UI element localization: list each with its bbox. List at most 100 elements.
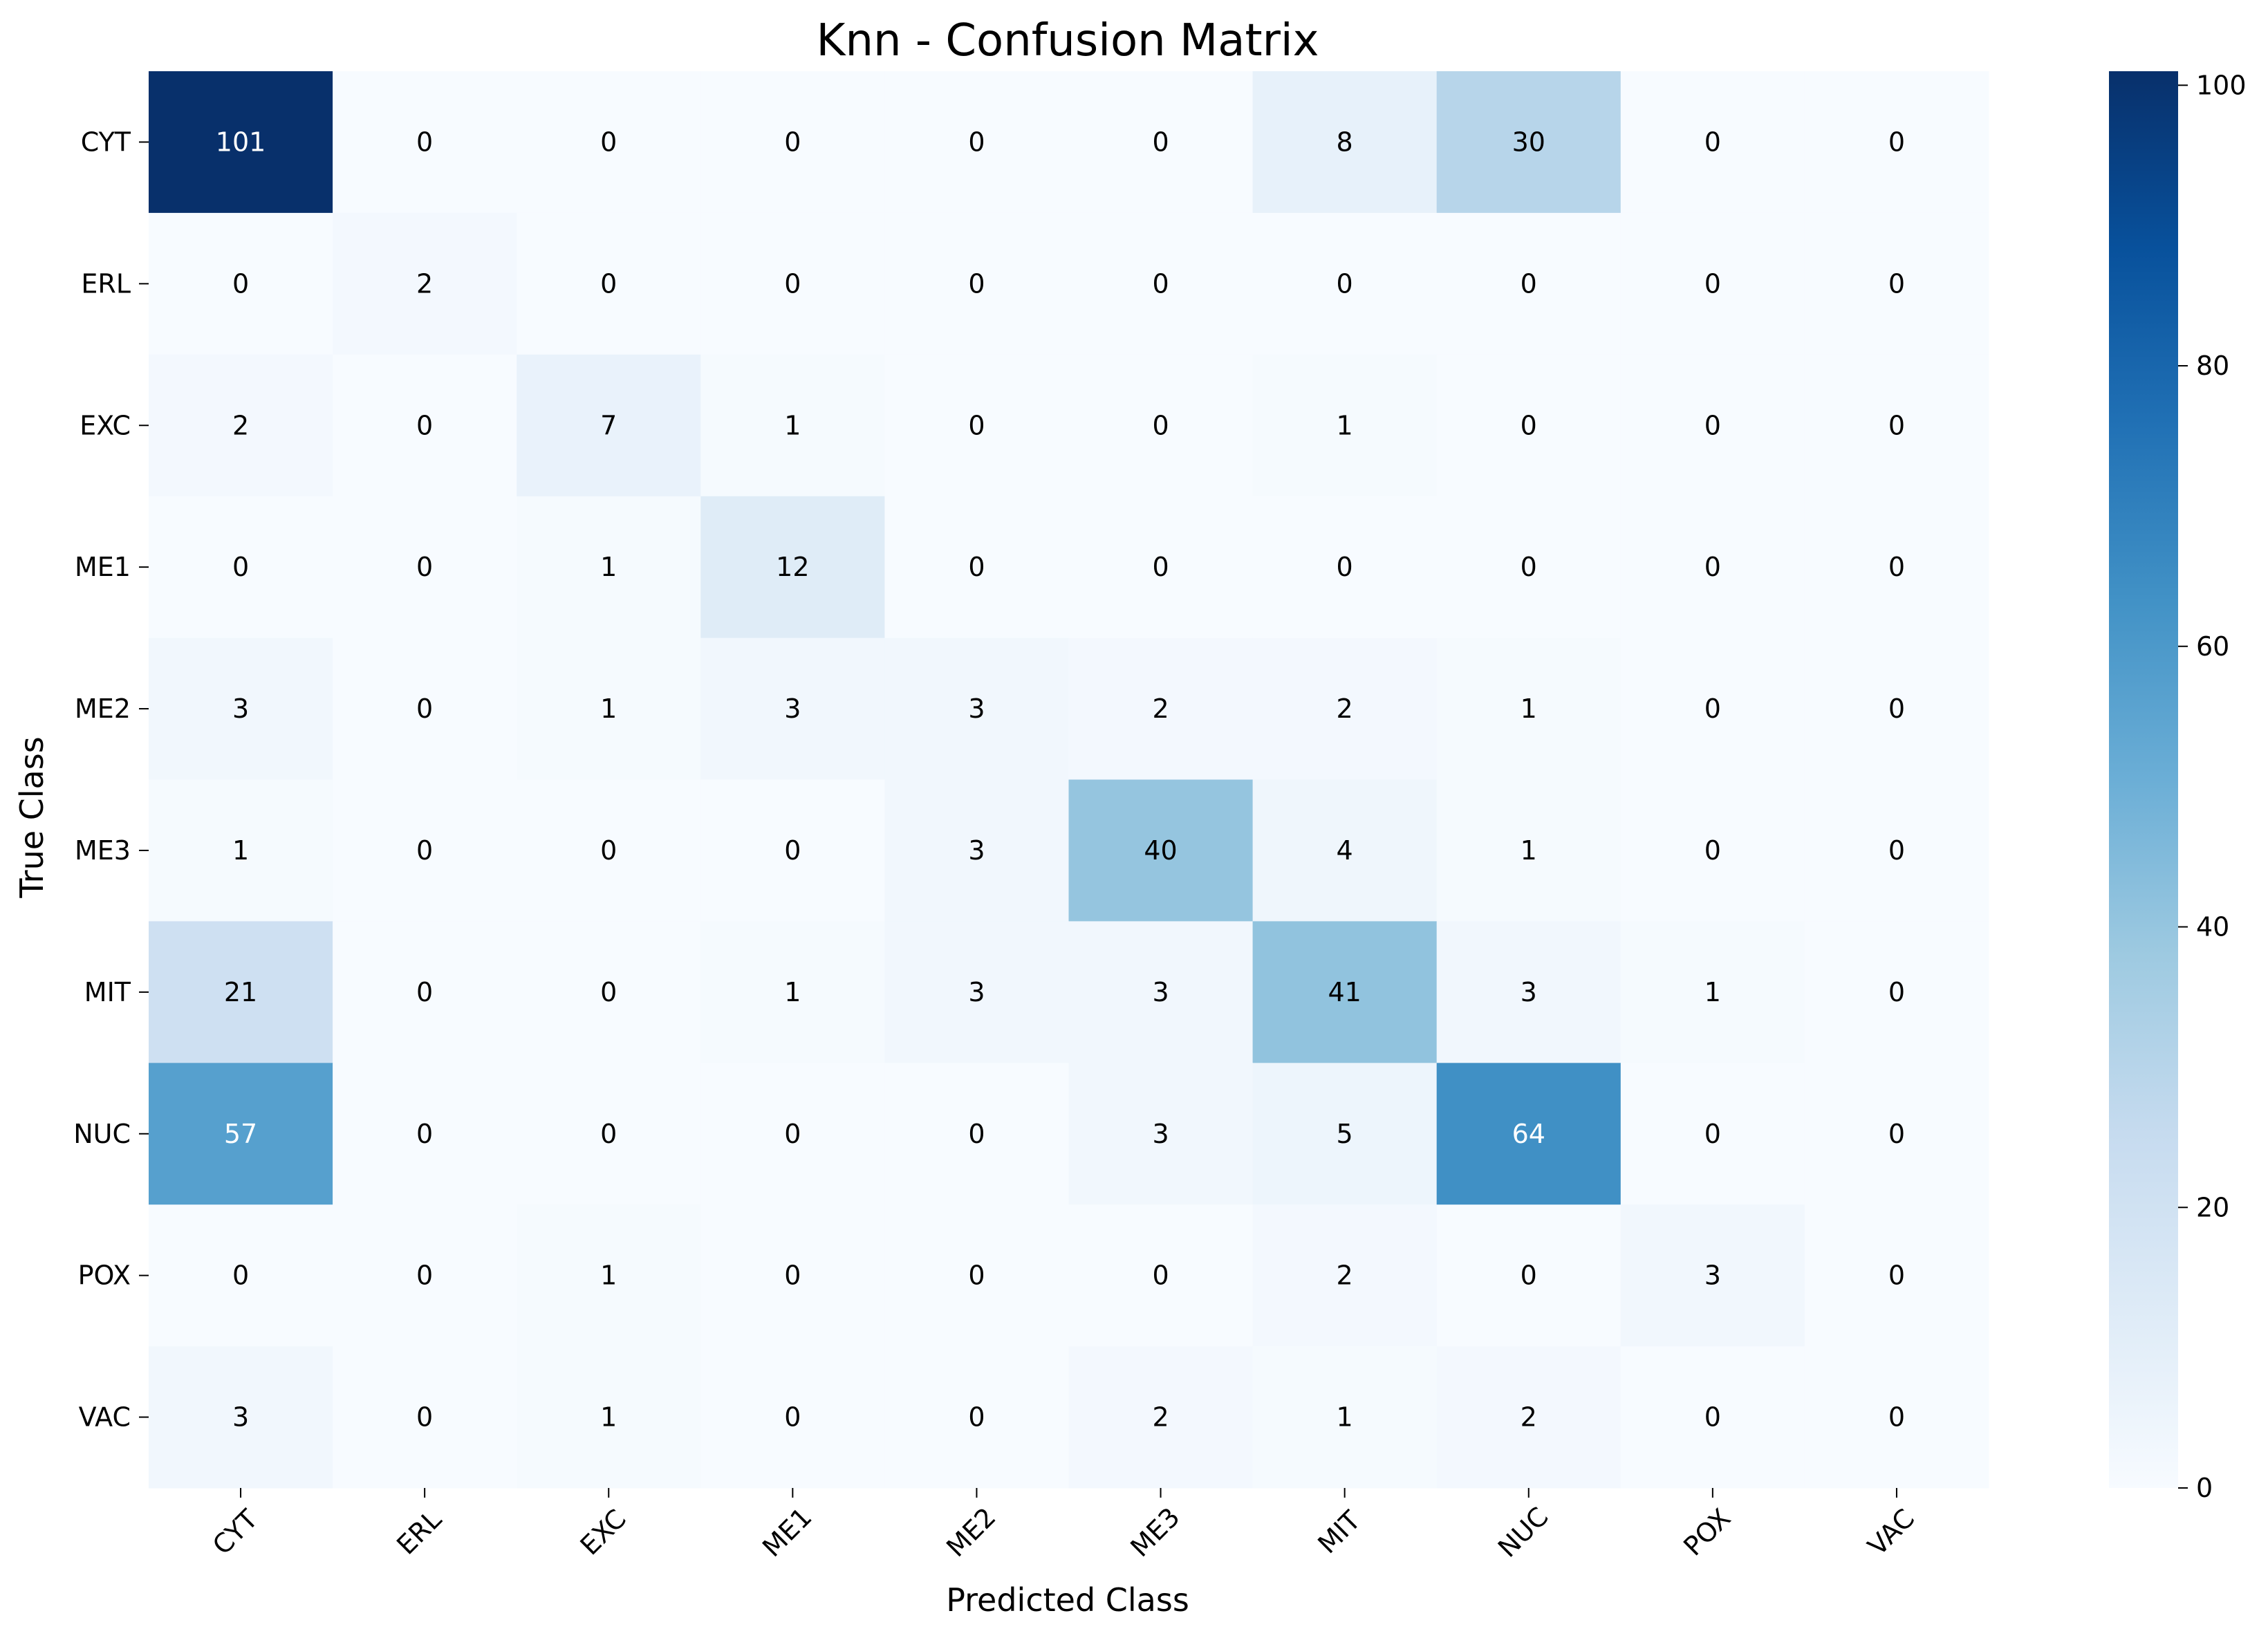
heatmap-cell [517, 71, 701, 214]
heatmap-cell [1068, 71, 1254, 214]
cell-value-label: 0 [968, 552, 985, 582]
cell-value-label: 0 [1888, 1119, 1905, 1149]
heatmap-cell [149, 921, 333, 1063]
cell-value-label: 1 [1704, 977, 1721, 1007]
heatmap-cell [149, 496, 333, 639]
heatmap-cell [1804, 921, 1989, 1063]
heatmap-cell [333, 71, 517, 214]
cell-value-label: 2 [1521, 1402, 1537, 1433]
heatmap-cell [1252, 637, 1438, 780]
heatmap-cell [1068, 212, 1254, 355]
heatmap-cell [884, 354, 1069, 497]
heatmap-cell [1436, 496, 1621, 639]
heatmap-cell [149, 212, 333, 355]
cell-value-label: 1 [1521, 694, 1537, 724]
heatmap-cell [149, 1204, 333, 1347]
cell-value-label: 40 [1144, 835, 1177, 866]
heatmap-cells [149, 71, 1989, 1489]
cell-value-label: 0 [232, 268, 249, 299]
cell-value-label: 0 [1704, 127, 1721, 157]
heatmap-cell [1620, 354, 1805, 497]
heatmap-cell [149, 637, 333, 780]
heatmap-cell [1804, 496, 1989, 639]
heatmap-cell [1804, 212, 1989, 355]
cell-value-label: 0 [416, 835, 433, 866]
heatmap-cell [1252, 1346, 1438, 1489]
heatmap-cell [1436, 1204, 1621, 1347]
cell-value-label: 2 [416, 268, 433, 299]
cell-value-label: 1 [600, 1402, 617, 1433]
y-tick-label: VAC [79, 1402, 131, 1433]
heatmap-cell [884, 212, 1069, 355]
heatmap-cell [1068, 354, 1254, 497]
heatmap-cell [149, 1063, 333, 1205]
x-tick-label: VAC [1862, 1503, 1920, 1561]
heatmap-cell [1620, 1063, 1805, 1205]
cell-value-label: 0 [784, 127, 801, 157]
cell-value-label: 0 [1888, 977, 1905, 1007]
y-tick-label: ME2 [75, 694, 131, 724]
cell-value-label: 3 [968, 835, 985, 866]
heatmap-cell [333, 637, 517, 780]
cell-value-label: 1 [232, 835, 249, 866]
cell-value-label: 0 [968, 268, 985, 299]
heatmap-cell [884, 1204, 1069, 1347]
heatmap-cell [1436, 1063, 1621, 1205]
heatmap-cell [884, 921, 1069, 1063]
cell-value-label: 0 [968, 127, 985, 157]
heatmap-cell [333, 354, 517, 497]
heatmap-cell [1252, 354, 1438, 497]
colorbar-tick-label: 80 [2196, 351, 2229, 381]
cell-value-label: 1 [1337, 410, 1353, 440]
heatmap-cell [1252, 1204, 1438, 1347]
heatmap-cell [1252, 71, 1438, 214]
cell-value-label: 0 [1888, 127, 1905, 157]
colorbar-tick-label: 40 [2196, 912, 2229, 942]
heatmap-cell [1620, 779, 1805, 922]
x-tick-label: MIT [1312, 1505, 1366, 1559]
heatmap-cell [1804, 637, 1989, 780]
heatmap-cell [1436, 779, 1621, 922]
heatmap-cell-labels: 101 0 0 0 0 0 8 30 0 00 2 0 0 0 0 0 0 0 02 0 7 1 0 0 1 0 0 00 0 1 12 0 0… [216, 127, 1905, 1432]
heatmap-cell [700, 637, 885, 780]
cell-value-label: 0 [1152, 552, 1169, 582]
cell-value-label: 8 [1337, 127, 1353, 157]
cell-value-label: 64 [1512, 1119, 1545, 1149]
y-tick-label: NUC [73, 1119, 131, 1149]
y-tick-label: EXC [80, 410, 131, 440]
cell-value-label: 3 [968, 694, 985, 724]
cell-value-label: 101 [216, 127, 266, 157]
y-tick-label: MIT [84, 977, 131, 1007]
x-tick-label: ME1 [756, 1502, 817, 1563]
heatmap-cell [1252, 496, 1438, 639]
cell-value-label: 0 [416, 977, 433, 1007]
x-tick-label: POX [1677, 1502, 1736, 1561]
cell-value-label: 1 [600, 1260, 617, 1291]
cell-value-label: 0 [1888, 410, 1905, 440]
heatmap-cell [884, 496, 1069, 639]
heatmap-cell [149, 779, 333, 922]
cell-value-label: 1 [1337, 1402, 1353, 1433]
cell-value-label: 0 [600, 977, 617, 1007]
cell-value-label: 3 [1704, 1260, 1721, 1291]
heatmap-cell [1804, 779, 1989, 922]
heatmap-cell [517, 1346, 701, 1489]
heatmap-cell [884, 71, 1069, 214]
heatmap-cell [333, 921, 517, 1063]
cell-value-label: 0 [416, 1119, 433, 1149]
colorbar-tick-label: 20 [2196, 1192, 2229, 1222]
heatmap-cell [1804, 354, 1989, 497]
colorbar-tick-label: 100 [2196, 70, 2247, 100]
cell-value-label: 0 [600, 127, 617, 157]
heatmap-cell [1436, 71, 1621, 214]
heatmap-cell [333, 496, 517, 639]
cell-value-label: 41 [1328, 977, 1361, 1007]
cell-value-label: 0 [784, 1402, 801, 1433]
cell-value-label: 3 [968, 977, 985, 1007]
cell-value-label: 0 [968, 410, 985, 440]
cell-value-label: 1 [600, 552, 617, 582]
cell-value-label: 0 [1888, 552, 1905, 582]
cell-value-label: 0 [784, 1119, 801, 1149]
heatmap-cell [1068, 1346, 1254, 1489]
x-tick-label: ME3 [1124, 1502, 1185, 1563]
